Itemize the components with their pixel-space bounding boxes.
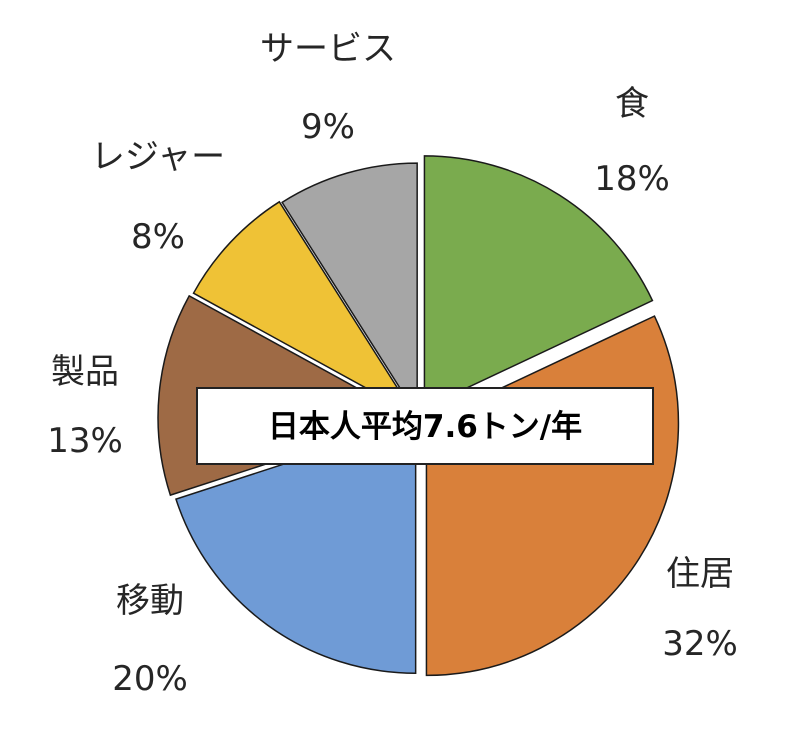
slice-percent-label: 13% <box>47 421 123 461</box>
slice-percent-label: 9% <box>301 107 355 147</box>
slice-percent-label: 20% <box>112 659 188 699</box>
center-label-box <box>196 387 654 465</box>
slice-category-label: 住居 <box>666 554 734 594</box>
pie-slice-1 <box>423 155 654 410</box>
slice-category-label: サービス <box>260 29 396 69</box>
pie-slice-6 <box>281 162 418 418</box>
slice-labels: 食 18% 住居 32% 移動 20% 製品 13% レジャー 8% サービス 9% <box>47 29 738 699</box>
slice-category-label: 食 <box>615 84 649 124</box>
pie-slice-3 <box>175 420 417 674</box>
center-label-group: 日本人平均7.6トン/年 <box>196 387 654 465</box>
slice-percent-label: 32% <box>662 624 738 664</box>
pie-slice-5 <box>192 200 415 416</box>
slice-percent-label: 18% <box>594 159 670 199</box>
slice-category-label: 製品 <box>51 352 119 392</box>
center-label: 日本人平均7.6トン/年 <box>268 409 582 445</box>
slice-category-label: 移動 <box>116 581 184 621</box>
slice-category-label: レジャー <box>91 137 225 177</box>
slice-percent-label: 8% <box>131 217 185 257</box>
